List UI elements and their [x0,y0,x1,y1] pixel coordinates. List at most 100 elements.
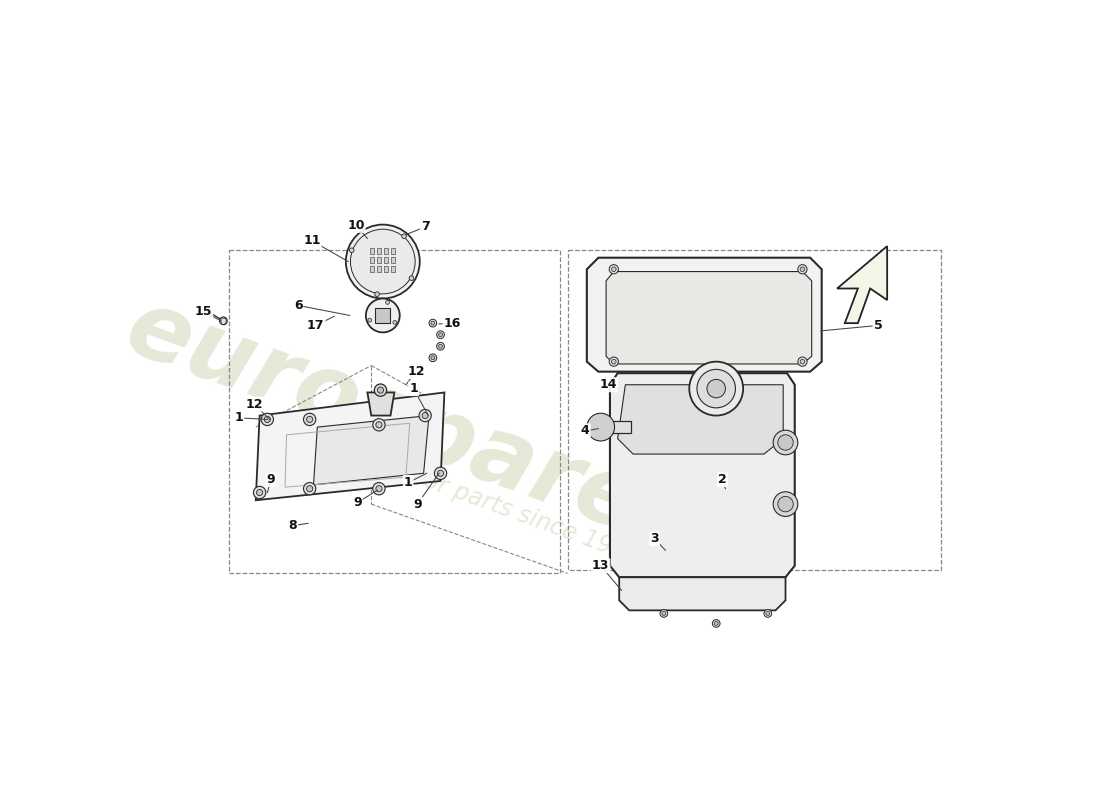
Circle shape [690,362,744,415]
Circle shape [307,486,312,492]
Polygon shape [370,257,374,263]
Text: 5: 5 [873,319,882,332]
Text: 1: 1 [234,411,243,424]
Text: 8: 8 [288,519,297,532]
Circle shape [373,482,385,495]
Circle shape [220,317,228,325]
Circle shape [707,379,726,398]
Text: 9: 9 [267,473,275,486]
Circle shape [773,492,798,517]
Circle shape [439,333,442,337]
Polygon shape [375,308,390,323]
Text: 14: 14 [600,378,617,391]
Circle shape [264,416,271,422]
Polygon shape [606,271,812,364]
Text: 16: 16 [443,317,461,330]
Circle shape [429,319,437,327]
Circle shape [386,301,389,304]
Circle shape [253,486,266,498]
Text: 15: 15 [195,305,212,318]
Circle shape [612,267,616,271]
Polygon shape [587,258,822,372]
Polygon shape [384,248,388,254]
Bar [229,250,560,574]
Polygon shape [390,257,395,263]
Circle shape [660,610,668,618]
Polygon shape [597,421,630,434]
Circle shape [798,265,807,274]
Circle shape [304,482,316,495]
Circle shape [713,620,721,627]
Text: 9: 9 [353,496,362,509]
Circle shape [437,342,444,350]
Circle shape [778,435,793,450]
Circle shape [345,225,420,298]
Polygon shape [837,246,887,323]
Polygon shape [314,415,429,485]
Polygon shape [376,248,382,254]
Polygon shape [370,266,374,272]
Circle shape [374,384,387,396]
Circle shape [393,321,397,324]
Polygon shape [255,393,444,500]
Text: 7: 7 [421,220,429,234]
Text: 17: 17 [307,319,324,332]
Circle shape [612,359,616,364]
Circle shape [778,496,793,512]
Circle shape [662,611,665,615]
Text: 11: 11 [304,234,321,247]
Circle shape [367,318,372,322]
Circle shape [609,357,618,366]
Circle shape [376,486,382,492]
Text: eurospares: eurospares [113,282,706,573]
Text: 2: 2 [718,473,727,486]
Circle shape [609,265,618,274]
Circle shape [304,414,316,426]
Circle shape [376,422,382,428]
Polygon shape [376,266,382,272]
Circle shape [422,413,428,418]
Circle shape [800,359,805,364]
Text: 1: 1 [404,476,412,489]
Circle shape [714,622,718,626]
Circle shape [409,276,414,281]
Circle shape [402,234,406,238]
Circle shape [431,322,434,325]
Text: 4: 4 [581,425,590,438]
Polygon shape [619,578,785,610]
Circle shape [800,267,805,271]
Circle shape [763,610,772,618]
Circle shape [377,387,384,394]
Text: 3: 3 [650,532,659,546]
Circle shape [419,410,431,422]
Polygon shape [384,266,388,272]
Circle shape [437,331,444,338]
Circle shape [350,248,354,253]
Text: 9: 9 [414,498,421,510]
Circle shape [366,298,399,332]
Circle shape [256,490,263,496]
Circle shape [438,470,443,476]
Polygon shape [618,385,783,454]
Circle shape [351,230,415,294]
Polygon shape [376,257,382,263]
Circle shape [375,292,379,297]
Circle shape [431,356,434,360]
Text: 6: 6 [294,299,302,312]
Circle shape [798,357,807,366]
Circle shape [429,354,437,362]
Circle shape [434,467,447,479]
Polygon shape [609,373,794,578]
Text: 1: 1 [409,382,418,395]
Circle shape [307,416,312,422]
Text: 13: 13 [592,559,609,572]
Polygon shape [390,248,395,254]
Text: 12: 12 [245,398,263,410]
Text: 10: 10 [348,219,364,232]
Circle shape [587,414,615,441]
Circle shape [766,611,770,615]
Text: 12: 12 [407,365,425,378]
Circle shape [261,414,274,426]
Polygon shape [367,393,395,415]
Polygon shape [370,248,374,254]
